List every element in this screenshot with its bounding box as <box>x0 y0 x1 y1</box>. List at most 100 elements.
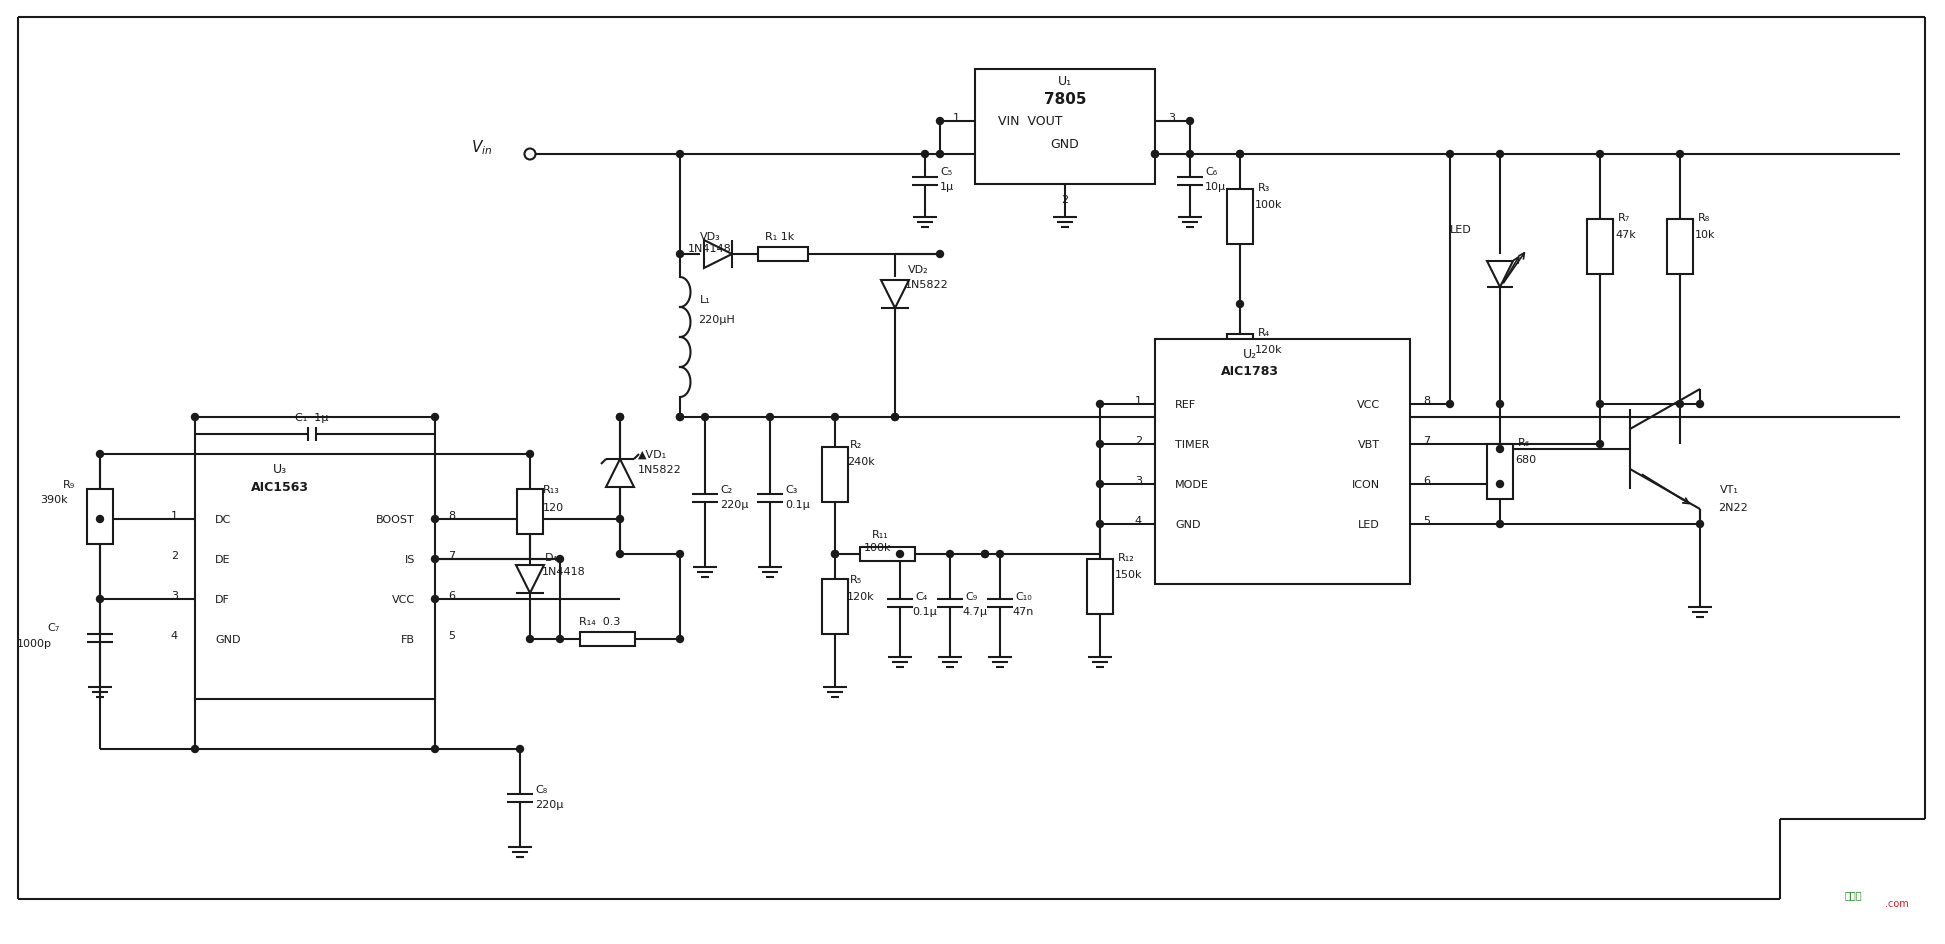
Circle shape <box>1237 151 1243 159</box>
Text: 5: 5 <box>447 631 455 640</box>
Text: VD₃: VD₃ <box>700 232 720 242</box>
Circle shape <box>1151 151 1159 159</box>
Text: C₂: C₂ <box>720 484 731 495</box>
Circle shape <box>702 414 708 421</box>
Circle shape <box>1597 401 1603 408</box>
Circle shape <box>517 746 523 752</box>
Text: 2N22: 2N22 <box>1717 502 1749 513</box>
Circle shape <box>1677 401 1684 408</box>
Text: IS: IS <box>405 554 414 565</box>
Text: C₈: C₈ <box>535 784 547 794</box>
Text: 47n: 47n <box>1011 606 1033 616</box>
Text: 2: 2 <box>1062 194 1068 205</box>
Text: 1000p: 1000p <box>18 638 53 649</box>
Circle shape <box>891 414 899 421</box>
Text: U₃: U₃ <box>272 463 288 476</box>
Text: VT₁: VT₁ <box>1719 484 1739 495</box>
Text: 240k: 240k <box>846 457 875 466</box>
Text: R₁₂: R₁₂ <box>1118 552 1134 563</box>
Text: 100k: 100k <box>1255 200 1282 210</box>
Circle shape <box>432 414 438 421</box>
Circle shape <box>1097 521 1103 528</box>
Circle shape <box>677 251 683 259</box>
Circle shape <box>897 551 904 558</box>
Text: 1μ: 1μ <box>939 182 955 192</box>
Text: 接线图: 接线图 <box>1846 889 1863 899</box>
Text: C₇: C₇ <box>49 622 60 632</box>
Circle shape <box>1097 441 1103 448</box>
Text: 100k: 100k <box>864 543 891 552</box>
Circle shape <box>1447 151 1453 159</box>
Text: R₁₃: R₁₃ <box>543 484 560 495</box>
Bar <box>860 548 914 562</box>
Circle shape <box>947 551 953 558</box>
Text: 0.1μ: 0.1μ <box>912 606 937 616</box>
Text: R₁ 1k: R₁ 1k <box>766 232 796 242</box>
Text: R₈: R₈ <box>1698 212 1710 223</box>
Circle shape <box>1496 446 1503 453</box>
Circle shape <box>832 551 838 558</box>
Text: 1N5822: 1N5822 <box>904 279 949 290</box>
Text: $V_{in}$: $V_{in}$ <box>471 139 492 158</box>
Text: C₅: C₅ <box>939 167 953 177</box>
Text: 10k: 10k <box>1694 229 1715 240</box>
Text: 10μ: 10μ <box>1206 182 1225 192</box>
Text: 4: 4 <box>1134 515 1142 526</box>
Circle shape <box>1151 151 1159 159</box>
Circle shape <box>97 596 103 603</box>
Circle shape <box>832 414 838 421</box>
Circle shape <box>617 414 624 421</box>
Circle shape <box>1696 521 1704 528</box>
Bar <box>823 580 848 634</box>
Text: C₉: C₉ <box>965 591 976 601</box>
Circle shape <box>617 414 624 421</box>
Circle shape <box>982 551 988 558</box>
Text: ICON: ICON <box>1352 480 1381 490</box>
Text: 5: 5 <box>1424 515 1430 526</box>
Circle shape <box>191 414 198 421</box>
Bar <box>517 490 543 534</box>
Circle shape <box>677 636 683 643</box>
Circle shape <box>97 451 103 458</box>
Text: C₁  1μ: C₁ 1μ <box>296 413 329 423</box>
Text: 47k: 47k <box>1614 229 1636 240</box>
Circle shape <box>97 516 103 523</box>
Bar <box>580 632 634 647</box>
Text: 4: 4 <box>171 631 179 640</box>
Circle shape <box>832 551 838 558</box>
Bar <box>1227 190 1253 244</box>
Circle shape <box>617 551 624 558</box>
Text: 1N4148: 1N4148 <box>689 244 731 254</box>
Text: R₃: R₃ <box>1258 183 1270 193</box>
Text: GND: GND <box>216 634 241 645</box>
Circle shape <box>936 251 943 259</box>
Text: GND: GND <box>1050 139 1079 151</box>
Text: 1N4418: 1N4418 <box>543 566 585 577</box>
Text: U₂: U₂ <box>1243 348 1256 362</box>
Text: VBT: VBT <box>1358 440 1381 449</box>
Text: AIC1783: AIC1783 <box>1221 365 1280 379</box>
Text: R₄: R₄ <box>1258 328 1270 338</box>
Bar <box>1587 220 1612 275</box>
Text: 4.7μ: 4.7μ <box>963 606 986 616</box>
Text: R₇: R₇ <box>1618 212 1630 223</box>
Circle shape <box>432 556 438 563</box>
Text: 3: 3 <box>1136 476 1142 485</box>
Text: VD₂: VD₂ <box>908 264 928 275</box>
Polygon shape <box>704 241 731 269</box>
Circle shape <box>922 151 928 159</box>
Text: TIMER: TIMER <box>1175 440 1210 449</box>
Text: GND: GND <box>1175 519 1200 530</box>
Text: 1N5822: 1N5822 <box>638 464 683 475</box>
Circle shape <box>556 636 564 643</box>
Text: VCC: VCC <box>391 595 414 604</box>
Text: R₆: R₆ <box>1517 437 1531 447</box>
Text: 2: 2 <box>171 550 179 561</box>
Text: 8: 8 <box>1424 396 1430 406</box>
Polygon shape <box>607 460 634 487</box>
Text: C₁₀: C₁₀ <box>1015 591 1031 601</box>
Text: 220μH: 220μH <box>698 314 735 325</box>
Circle shape <box>677 151 683 159</box>
Circle shape <box>1597 441 1603 448</box>
Text: R₁₁: R₁₁ <box>871 530 889 539</box>
